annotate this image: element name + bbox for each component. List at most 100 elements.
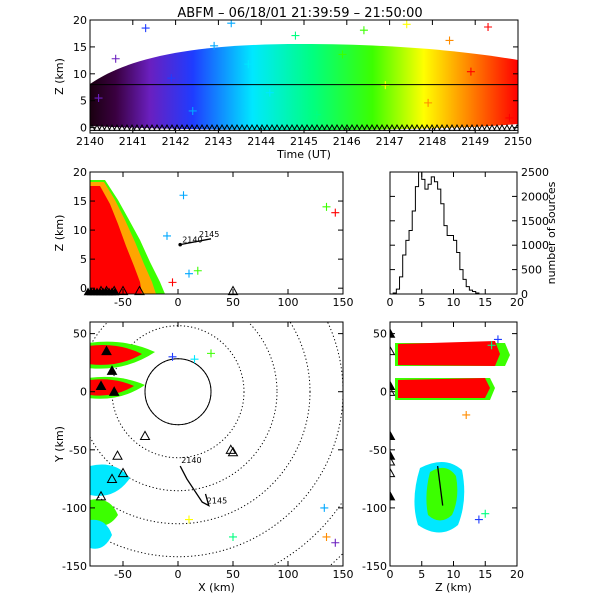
station-marker [273, 123, 281, 131]
station-marker [323, 123, 331, 131]
station-marker [101, 285, 112, 296]
station-marker [143, 123, 151, 131]
x-tick-label: 2141 [119, 135, 147, 148]
range-ring [90, 322, 278, 492]
station-marker [448, 123, 456, 131]
outlier-source [193, 266, 202, 275]
station-marker [95, 380, 107, 391]
y-tick-label: 0 [380, 386, 387, 399]
station-marker [443, 123, 451, 131]
x-tick-label: 50 [226, 568, 240, 581]
x-tick-label: 150 [333, 568, 354, 581]
station-marker [227, 446, 239, 457]
station-marker [188, 123, 196, 131]
station-marker [93, 123, 101, 131]
outlier-source [163, 231, 171, 240]
height-y-panel: 0 5 10 15 20 -150 -100 -50 0 50 Z (km) [362, 321, 524, 594]
histogram-y-axis-title: number of sources [545, 181, 558, 284]
station-marker [108, 123, 116, 131]
station-marker [113, 123, 121, 131]
x-tick-label: 15 [478, 296, 492, 309]
outlier-source [462, 410, 471, 419]
source-point [359, 26, 368, 35]
station-marker [390, 345, 396, 356]
x-tick-label: 50 [226, 296, 240, 309]
station-marker [298, 123, 306, 131]
station-marker [453, 123, 461, 131]
y-tick-label: 0 [80, 122, 87, 135]
zy-mid-band-core [398, 378, 490, 398]
station-marker [458, 123, 466, 131]
outlier-source [179, 191, 188, 200]
station-marker [368, 123, 376, 131]
station-marker [108, 285, 120, 296]
station-marker [328, 123, 336, 131]
station-marker [390, 455, 396, 466]
station-marker [303, 123, 311, 131]
station-marker [313, 123, 321, 131]
station-marker [238, 123, 246, 131]
source-point [111, 54, 120, 63]
station-marker [358, 123, 366, 131]
station-marker [390, 450, 396, 460]
station-marker [178, 123, 186, 131]
station-marker [338, 123, 346, 131]
station-marker [378, 123, 386, 131]
outlier-source [168, 278, 177, 287]
x-tick-label: 100 [278, 296, 299, 309]
station-marker [363, 123, 371, 131]
x-tick-label: 0 [175, 568, 182, 581]
station-marker [468, 123, 476, 131]
station-marker [483, 123, 491, 131]
x-tick-label: 2146 [333, 135, 361, 148]
station-marker [148, 123, 156, 131]
outlier-source [331, 538, 340, 547]
y-tick-label: 0 [80, 282, 87, 295]
x-tick-label: 5 [418, 568, 425, 581]
y-tick-label: -100 [362, 502, 387, 515]
station-marker [227, 285, 239, 296]
plan-south-cloud-c [90, 519, 112, 549]
x-axis-title: Z (km) [435, 581, 472, 594]
track-label-end: 2145 [199, 230, 219, 239]
station-marker [133, 123, 141, 131]
station-marker [393, 123, 401, 131]
station-marker [258, 123, 266, 131]
y-tick-label: 50 [73, 328, 87, 341]
station-marker [168, 123, 176, 131]
station-marker [95, 285, 107, 296]
station-marker [138, 123, 146, 131]
source-point [291, 31, 300, 40]
station-marker [348, 123, 356, 131]
station-marker [134, 285, 145, 296]
station-marker [225, 444, 237, 454]
station-marker [95, 490, 107, 501]
source-point [94, 94, 103, 103]
x-tick-label: 2143 [204, 135, 232, 148]
range-ring-inner [144, 358, 212, 426]
x-tick-label: 2150 [504, 135, 532, 148]
storm-track [436, 465, 444, 506]
station-marker [243, 123, 251, 131]
source-point [188, 106, 197, 115]
station-marker [373, 123, 381, 131]
source-point [402, 20, 411, 29]
y-tick-label: -150 [62, 560, 87, 573]
station-marker [248, 123, 256, 131]
station-marker [413, 123, 421, 131]
station-marker [383, 123, 391, 131]
x-tick-label: -50 [114, 568, 132, 581]
x-tick-label: 2148 [418, 135, 446, 148]
time-height-source-cloud [90, 44, 518, 130]
station-marker [163, 123, 171, 131]
y-axis-title: Y (km) [53, 426, 66, 463]
y-tick-label: 5 [80, 253, 87, 266]
y-tick-label: 0 [80, 386, 87, 399]
station-marker [390, 380, 396, 391]
outlier-source [493, 335, 502, 344]
source-point [167, 74, 176, 83]
station-marker [318, 123, 326, 131]
x-tick-label: 2147 [376, 135, 404, 148]
y-tick-label: 0 [521, 288, 528, 301]
y-tick-label: -150 [362, 560, 387, 573]
